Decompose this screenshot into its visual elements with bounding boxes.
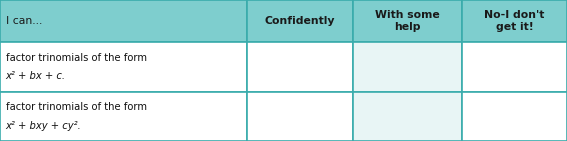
Text: With some
help: With some help: [375, 10, 440, 32]
Text: x² + bxy + cy².: x² + bxy + cy².: [6, 121, 82, 131]
Bar: [0, 0, 247, 42]
Bar: [353, 92, 462, 141]
Bar: [247, 42, 353, 92]
Text: Confidently: Confidently: [265, 16, 335, 26]
Bar: [0, 42, 247, 92]
Text: x² + bx + c.: x² + bx + c.: [6, 71, 66, 81]
Text: factor trinomials of the form: factor trinomials of the form: [6, 102, 147, 112]
Bar: [353, 42, 462, 92]
Bar: [462, 92, 567, 141]
Text: factor trinomials of the form: factor trinomials of the form: [6, 53, 147, 63]
Bar: [0, 92, 247, 141]
Bar: [247, 0, 353, 42]
Bar: [247, 92, 353, 141]
Text: I can...: I can...: [6, 16, 42, 26]
Bar: [462, 42, 567, 92]
Text: No-I don't
get it!: No-I don't get it!: [484, 10, 545, 32]
Bar: [353, 0, 462, 42]
Bar: [462, 0, 567, 42]
